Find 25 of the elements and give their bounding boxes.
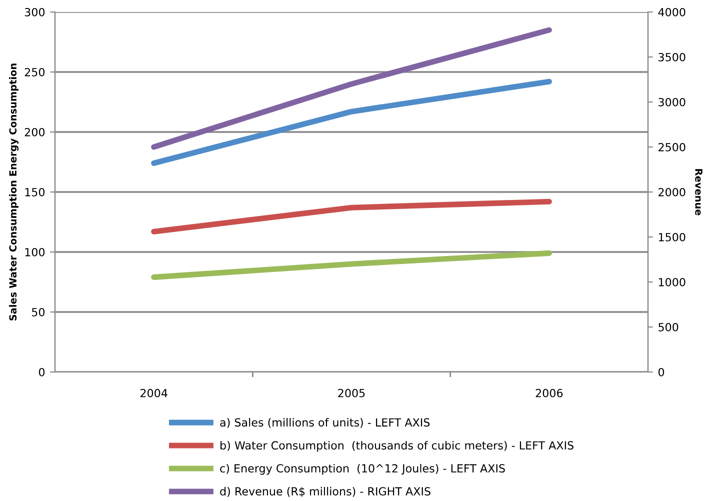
y-tick-label: 100 [25,248,45,256]
legend-label: a) Sales (millions of units) - LEFT AXIS [220,418,430,428]
y-tick-label: 250 [24,68,45,76]
y-tick-label: 50 [32,308,45,316]
x-tick-label: 2004 [140,388,168,398]
legend-label: b) Water Consumption (thousands of cubic meters) - LEFT AXIS [220,440,574,452]
legend-label: d) Revenue (R$ millions) - RIGHT AXIS [220,486,430,498]
y2-tick-label: 3500 [658,52,686,62]
y2-tick-label: 500 [658,322,678,332]
y-axis-title: Sales Water Consumption Energy Consumption [9,64,19,320]
y-tick-label: 200 [24,128,45,136]
y2-tick-label: 4000 [658,8,686,16]
y2-tick-label: 0 [658,368,664,376]
x-tick-label: 2005 [338,388,365,398]
y-tick-label: 0 [38,368,45,376]
y-tick-label: 150 [25,188,45,196]
y2-axis-title: Revenue [695,169,702,216]
x-tick-label: 2006 [536,388,563,398]
y2-tick-label: 2500 [658,142,686,152]
legend-label: c) Energy Consumption (10^12 Joules) - LEFT AXIS [220,464,505,475]
y2-tick-label: 2000 [658,188,686,196]
y2-tick-label: 1000 [658,278,686,286]
y2-tick-label: 1500 [658,232,686,242]
y2-tick-label: 3000 [658,98,686,106]
y-tick-label: 300 [24,8,45,16]
